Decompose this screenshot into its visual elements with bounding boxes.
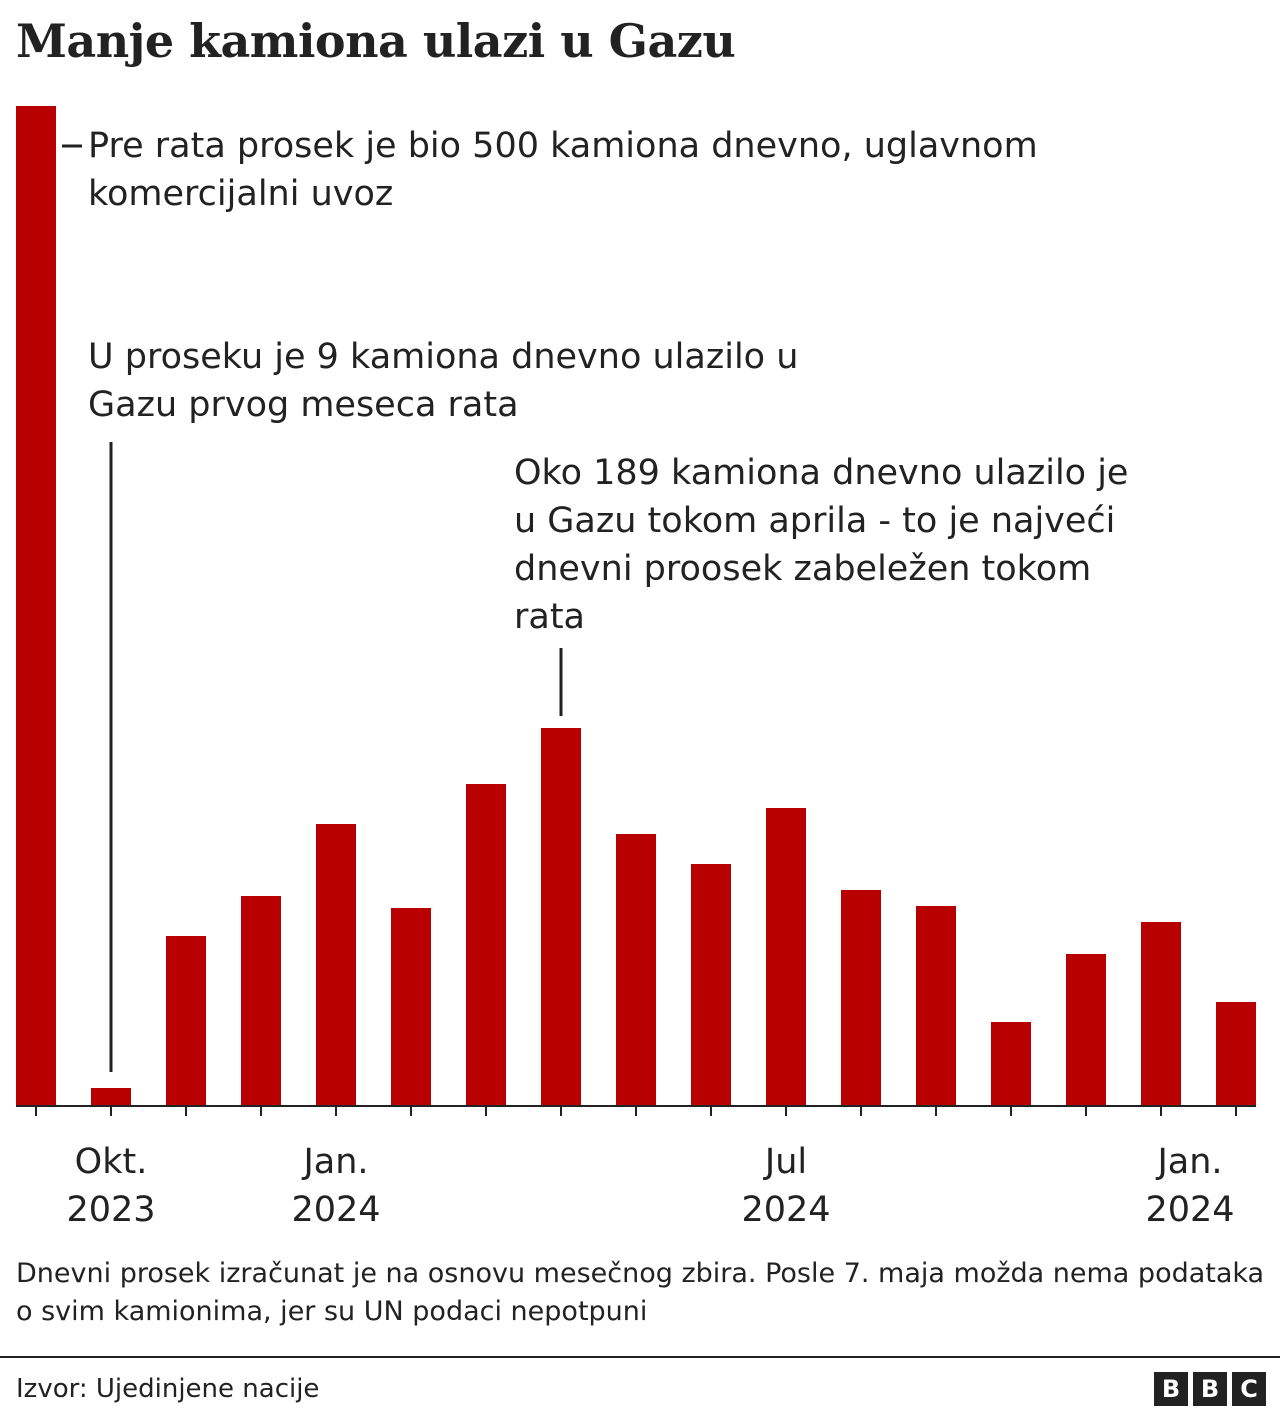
bar	[91, 1088, 131, 1106]
bar	[1066, 954, 1106, 1106]
bar	[391, 908, 431, 1106]
x-tick-label: Okt.	[75, 1142, 148, 1182]
x-tick-label: 2023	[66, 1190, 155, 1230]
bar	[241, 896, 281, 1106]
bbc-logo-letter: B	[1154, 1372, 1188, 1406]
bar	[991, 1022, 1031, 1106]
annotation-text: U proseku je 9 kamiona dnevno ulazilo u	[88, 337, 798, 377]
bar	[916, 906, 956, 1106]
bbc-logo-letter: B	[1193, 1372, 1227, 1406]
x-tick-label: 2024	[1145, 1190, 1234, 1230]
annotation-text: rata	[514, 597, 585, 637]
x-tick-label: Jan.	[301, 1142, 368, 1182]
bar	[1216, 1002, 1256, 1106]
bar	[316, 824, 356, 1106]
bar	[541, 728, 581, 1106]
annotation-text: u Gazu tokom aprila - to je najveći	[514, 501, 1115, 541]
bar	[166, 936, 206, 1106]
annotation-text: Gazu prvog meseca rata	[88, 385, 519, 425]
source-text: Izvor: Ujedinjene nacije	[16, 1374, 320, 1404]
bar	[691, 864, 731, 1106]
bar	[16, 106, 56, 1106]
bar	[766, 808, 806, 1106]
annotation-text: dnevni proosek zabeležen tokom	[514, 549, 1091, 589]
x-tick-label: Jan.	[1155, 1142, 1222, 1182]
bar-chart: Okt. 2023 Jan. 2024 Jul 2024 Jan. 2024 Pre rata…	[16, 106, 1256, 1230]
bar	[1141, 922, 1181, 1106]
bbc-logo: B B C	[1154, 1372, 1266, 1406]
annotation-text: Pre rata prosek je bio 500 kamiona dnevn…	[88, 126, 1038, 166]
x-tick-label: 2024	[741, 1190, 830, 1230]
divider	[0, 1356, 1280, 1358]
x-tick-label: 2024	[291, 1190, 380, 1230]
bbc-logo-letter: C	[1232, 1372, 1266, 1406]
footnote: Dnevni prosek izračunat je na osnovu mes…	[16, 1258, 1265, 1327]
annotation-text: Oko 189 kamiona dnevno ulazilo je	[514, 453, 1128, 493]
chart-title: Manje kamiona ulazi u Gazu	[16, 14, 736, 68]
bar	[466, 784, 506, 1106]
bar	[616, 834, 656, 1106]
bar	[841, 890, 881, 1106]
x-tick-label: Jul	[763, 1142, 807, 1182]
annotation-text: komercijalni uvoz	[88, 174, 393, 214]
